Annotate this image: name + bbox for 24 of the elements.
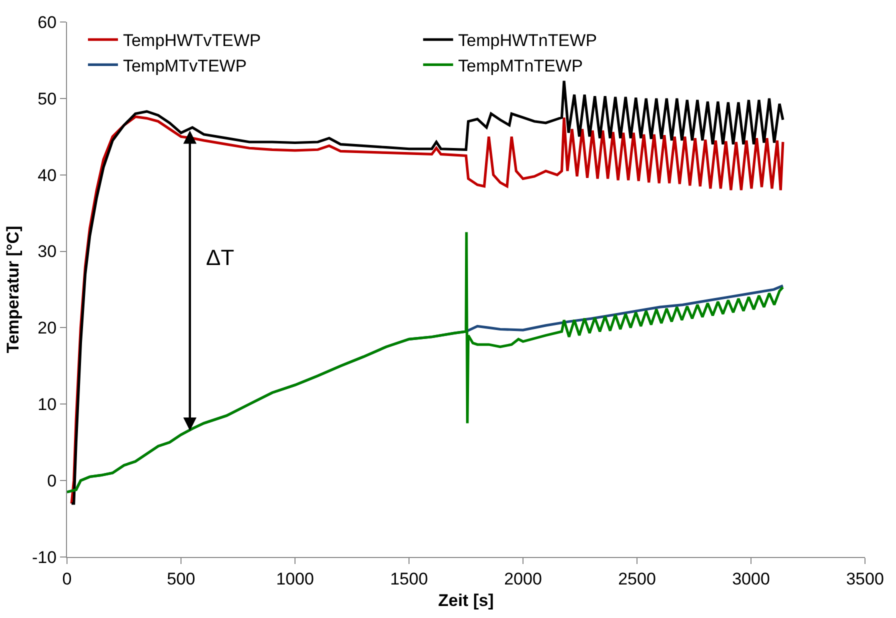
annotation: ΔT: [206, 245, 234, 270]
x-tick-label: 2500: [618, 569, 656, 588]
x-tick-label: 500: [166, 569, 196, 588]
x-tick-label: 1000: [276, 569, 314, 588]
y-axis-title: Temperatur [°C]: [4, 226, 23, 354]
legend-label: TempHWTvTEWP: [122, 31, 261, 50]
y-tick-label: 60: [38, 12, 57, 32]
line-series: [67, 230, 784, 494]
y-tick-label: 20: [38, 318, 57, 338]
y-tick-label: -10: [32, 548, 57, 567]
y-tick-label: 0: [47, 472, 57, 491]
legend-label: TempMTvTEWP: [122, 56, 247, 76]
x-tick-label: 2000: [504, 569, 542, 588]
x-tick-label: 0: [62, 569, 72, 588]
y-tick-label: 30: [38, 242, 57, 262]
x-axis-title: Zeit [s]: [438, 590, 494, 610]
y-tick-label: 50: [38, 89, 57, 108]
y-tick-label: 10: [38, 395, 57, 414]
y-tick-label: 40: [38, 166, 57, 185]
legend-label: TempMTnTEWP: [458, 56, 583, 76]
x-tick-label: 3500: [846, 569, 884, 588]
x-tick-label: 3000: [732, 569, 770, 588]
legend-label: TempHWTnTEWP: [458, 31, 597, 50]
x-tick-label: 1500: [390, 569, 428, 588]
